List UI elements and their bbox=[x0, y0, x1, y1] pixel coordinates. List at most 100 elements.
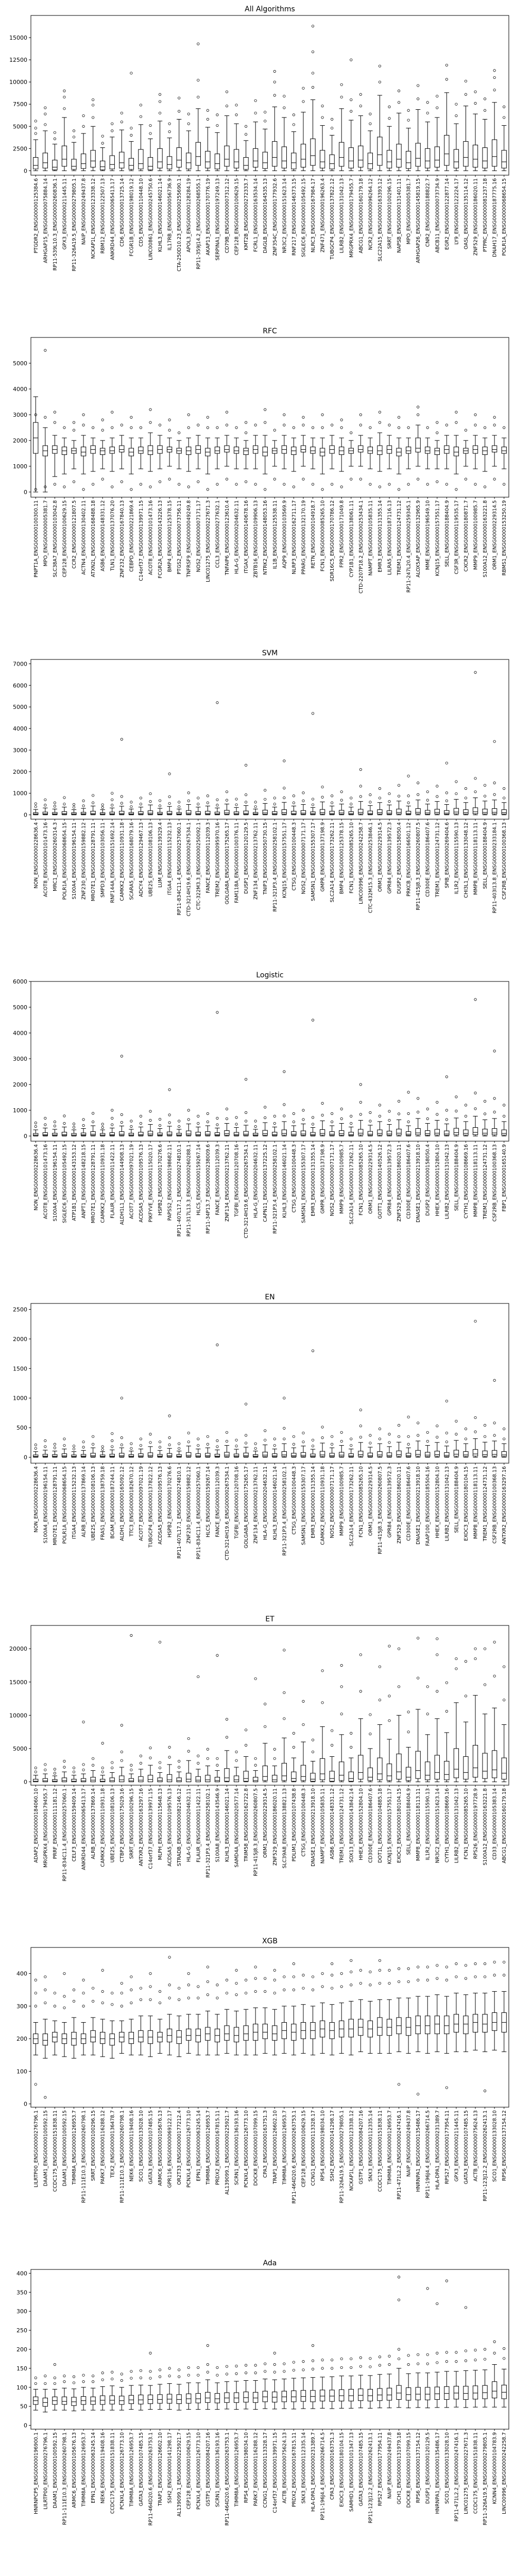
x-tick-label: CTD-3214H19.6_ENSG00000267534.1 bbox=[244, 1144, 249, 1238]
box-iqr bbox=[463, 1451, 469, 1457]
outlier-point bbox=[331, 1443, 334, 1446]
box-iqr bbox=[396, 1450, 402, 1457]
box-iqr bbox=[176, 812, 182, 815]
outlier-point bbox=[426, 2353, 429, 2356]
outlier-point bbox=[101, 478, 104, 481]
outlier-point bbox=[503, 1104, 506, 1107]
box-iqr bbox=[386, 1131, 392, 1136]
box-41 bbox=[425, 1685, 431, 1783]
x-tick-label: TIMM8A_ENSG00000126953.7 bbox=[81, 2432, 87, 2507]
x-tick-label: EMR3_ENSG00000131355.14 bbox=[311, 1144, 316, 1216]
x-tick-label: CTD-3214H19.6_ENSG00000267534.1 bbox=[225, 1466, 230, 1560]
box-iqr bbox=[80, 1132, 87, 1136]
outlier-point bbox=[464, 2306, 468, 2309]
box-iqr bbox=[319, 1451, 325, 1457]
x-tick-label: FBP1_ENSG00000165140.9 bbox=[502, 1144, 507, 1212]
y-tick-label: 0 bbox=[24, 812, 27, 819]
x-tick-label: SAMSN1_ENSG00000155307.17 bbox=[311, 822, 316, 901]
box-iqr bbox=[166, 2394, 173, 2404]
outlier-point bbox=[311, 798, 315, 801]
outlier-point bbox=[53, 805, 57, 808]
box-29 bbox=[310, 1975, 316, 2056]
x-tick-label: LILRB2_ENSG00000131042.13 bbox=[339, 178, 345, 253]
box-iqr bbox=[339, 142, 345, 167]
outlier-point bbox=[283, 1649, 286, 1652]
x-tick-label: DUSP1_ENSG00000120129.5 bbox=[425, 2432, 431, 2504]
box-30 bbox=[319, 785, 325, 816]
box-1 bbox=[42, 1763, 48, 1783]
box-3 bbox=[61, 1114, 67, 1137]
outlier-point bbox=[82, 413, 85, 416]
outlier-point bbox=[436, 1435, 439, 1439]
outlier-point bbox=[197, 1437, 200, 1440]
x-tick-label: RPS4_ENSG00000198034.10 bbox=[320, 2110, 326, 2181]
y-tick-label: 3000 bbox=[13, 412, 27, 418]
outlier-point bbox=[417, 1676, 420, 1680]
x-tick-label: CYP1B1_ENSG00000138061.11 bbox=[349, 500, 354, 577]
box-iqr bbox=[233, 2392, 239, 2403]
box-34 bbox=[358, 1653, 364, 1783]
box-15 bbox=[176, 1987, 182, 2057]
outlier-point bbox=[493, 1960, 496, 1964]
outlier-point bbox=[426, 2287, 429, 2290]
box-33 bbox=[348, 796, 354, 816]
outlier-point bbox=[388, 105, 391, 108]
box-iqr bbox=[224, 2025, 230, 2041]
outlier-point bbox=[369, 1111, 372, 1114]
box-48 bbox=[492, 1640, 497, 1783]
x-tick-label: S100A4_ENSG00000196154.11 bbox=[72, 822, 77, 900]
x-tick-label: MMP8_ENSG00000118113.11 bbox=[473, 822, 479, 895]
outlier-point bbox=[244, 431, 248, 434]
outlier-point bbox=[225, 1991, 229, 1995]
outlier-point bbox=[34, 413, 37, 416]
y-tick-label: 2000 bbox=[13, 1081, 27, 1088]
box-31 bbox=[329, 117, 335, 171]
outlier-point bbox=[197, 803, 200, 806]
box-iqr bbox=[90, 1131, 96, 1136]
outlier-point bbox=[82, 1720, 85, 1723]
outlier-point bbox=[149, 1998, 152, 2001]
x-tick-label: RP11-111E10.3_ENSG00000260798.1 bbox=[119, 2110, 125, 2203]
box-31 bbox=[329, 2359, 335, 2409]
outlier-point bbox=[436, 480, 439, 483]
box-2 bbox=[52, 1443, 58, 1458]
box-iqr bbox=[119, 151, 125, 168]
y-tick-label: 5000 bbox=[13, 123, 27, 130]
box-iqr bbox=[243, 157, 249, 170]
outlier-point bbox=[158, 423, 162, 427]
y-tick-label: 1000 bbox=[13, 790, 27, 797]
box-iqr bbox=[147, 157, 153, 171]
box-44 bbox=[453, 1657, 459, 1783]
outlier-point bbox=[321, 116, 324, 119]
box-iqr bbox=[109, 811, 115, 815]
box-33 bbox=[348, 1732, 354, 1783]
outlier-point bbox=[187, 1972, 190, 1975]
outlier-point bbox=[283, 95, 286, 98]
x-tick-label: SLC2A14_ENSG00000173262.11 bbox=[349, 1466, 354, 1546]
outlier-point bbox=[101, 418, 104, 421]
box-41 bbox=[425, 790, 431, 816]
box-iqr bbox=[195, 142, 201, 166]
box-iqr bbox=[253, 148, 259, 168]
outlier-point bbox=[225, 1718, 229, 1721]
box-34 bbox=[358, 413, 364, 481]
outlier-point bbox=[130, 72, 133, 75]
y-tick-label: 7500 bbox=[13, 101, 27, 108]
box-iqr bbox=[492, 1450, 497, 1456]
y-tick-label: 3000 bbox=[13, 1056, 27, 1062]
outlier-point bbox=[273, 429, 276, 432]
box-iqr bbox=[272, 1453, 278, 1458]
outlier-point bbox=[417, 1421, 420, 1425]
x-tick-label: OASL_ENSG00000135114.12 bbox=[464, 178, 469, 249]
outlier-point bbox=[436, 1637, 439, 1640]
box-6 bbox=[90, 1987, 96, 2056]
box-24 bbox=[262, 1977, 268, 2054]
x-tick-label: FLAUR_ENSG00000011422.11 bbox=[196, 1788, 201, 1862]
outlier-point bbox=[417, 1110, 420, 1114]
outlier-point bbox=[426, 790, 429, 793]
outlier-point bbox=[436, 1100, 439, 1104]
x-tick-label: ZNF529_ENSG00000186020.11 bbox=[272, 1788, 278, 1866]
x-tick-label: ARHGAP26_ENSG00000145819.15 bbox=[416, 178, 421, 263]
box-46 bbox=[472, 2348, 478, 2408]
outlier-point bbox=[436, 95, 439, 98]
